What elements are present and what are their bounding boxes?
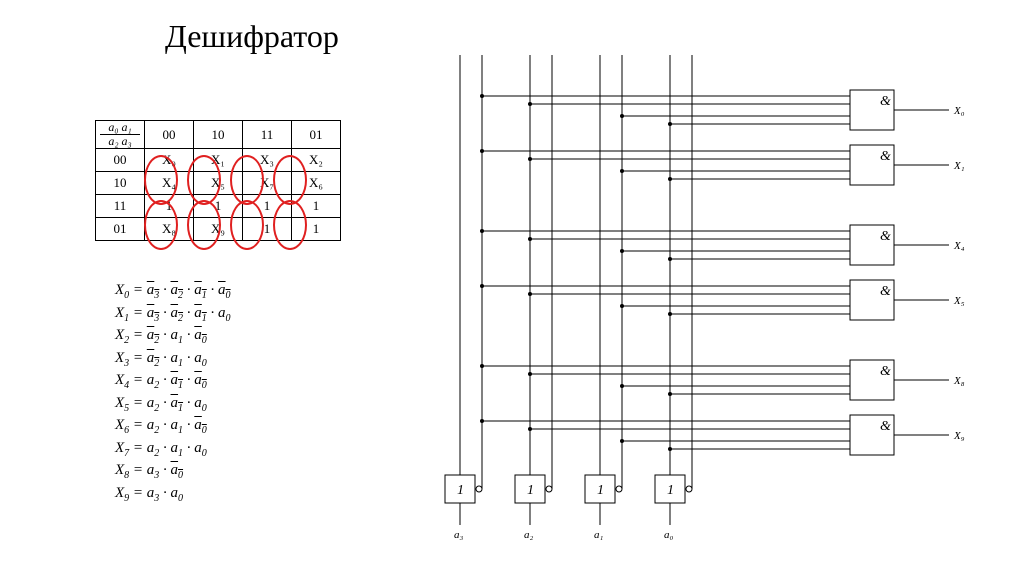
svg-text:a₂: a₂ [524,529,534,541]
svg-text:a₁: a₁ [594,529,604,541]
table-cell: X₀ [145,149,194,172]
table-cell: 1 [194,195,243,218]
svg-text:a₃: a₃ [454,529,464,541]
table-cell: 1 [243,195,292,218]
table-cell: X₁ [194,149,243,172]
header-a2a3: a₂ a₃ [100,135,140,148]
col-header: 00 [145,121,194,149]
table-cell: X₅ [194,172,243,195]
svg-text:X₅: X₅ [953,295,965,307]
svg-text:X₀: X₀ [953,105,965,117]
svg-text:1: 1 [667,483,674,498]
row-header: 00 [96,149,145,172]
svg-text:1: 1 [597,483,604,498]
equation-line: X7 = a2 · a1 · a0 [115,438,231,461]
table-cell: X₆ [292,172,341,195]
equation-line: X0 = a3 · a2 · a1 · a0 [115,280,231,303]
col-header: 10 [194,121,243,149]
svg-text:a₀: a₀ [664,529,674,541]
header-a0a1: a₀ a₁ [100,121,140,135]
equation-line: X2 = a2 · a1 · a0 [115,325,231,348]
svg-text:&: & [880,284,891,299]
svg-text:&: & [880,94,891,109]
svg-text:&: & [880,364,891,379]
row-header: 11 [96,195,145,218]
svg-text:X₁: X₁ [953,160,965,172]
row-header: 10 [96,172,145,195]
svg-text:1: 1 [457,483,464,498]
col-header: 01 [292,121,341,149]
table-cell: X₉ [194,218,243,241]
page-title: Дешифратор [165,18,339,55]
table-cell: X₃ [243,149,292,172]
boolean-equations: X0 = a3 · a2 · a1 · a0X1 = a3 · a2 · a1 … [115,280,231,505]
col-header: 11 [243,121,292,149]
svg-text:X₈: X₈ [953,375,965,387]
table-cell: X₇ [243,172,292,195]
table-cell: 1 [292,195,341,218]
svg-text:X₉: X₉ [953,430,965,442]
svg-text:&: & [880,419,891,434]
table-cell: 1 [243,218,292,241]
equation-line: X5 = a2 · a1 · a0 [115,393,231,416]
table-cell: X₄ [145,172,194,195]
equation-line: X9 = a3 · a0 [115,483,231,506]
table-cell: 1 [292,218,341,241]
svg-text:&: & [880,149,891,164]
equation-line: X6 = a2 · a1 · a0 [115,415,231,438]
equation-line: X8 = a3 · a0 [115,460,231,483]
table-cell: X₈ [145,218,194,241]
equation-line: X3 = a2 · a1 · a0 [115,348,231,371]
svg-text:1: 1 [527,483,534,498]
table-cell: 1 [145,195,194,218]
truth-table: a₀ a₁ a₂ a₃ 00 10 11 01 00 X₀ X₁ X₃ X₂ 1… [95,120,341,241]
svg-text:&: & [880,229,891,244]
svg-text:X₄: X₄ [953,240,965,252]
table-cell: X₂ [292,149,341,172]
equation-line: X4 = a2 · a1 · a0 [115,370,231,393]
equation-line: X1 = a3 · a2 · a1 · a0 [115,303,231,326]
logic-diagram: 1 a₃ 1 a₂ 1 a₁ 1 a₀ & X₀ & X₁ & X₄ & X₅ & X₈ & X₉ [430,55,990,555]
row-header: 01 [96,218,145,241]
